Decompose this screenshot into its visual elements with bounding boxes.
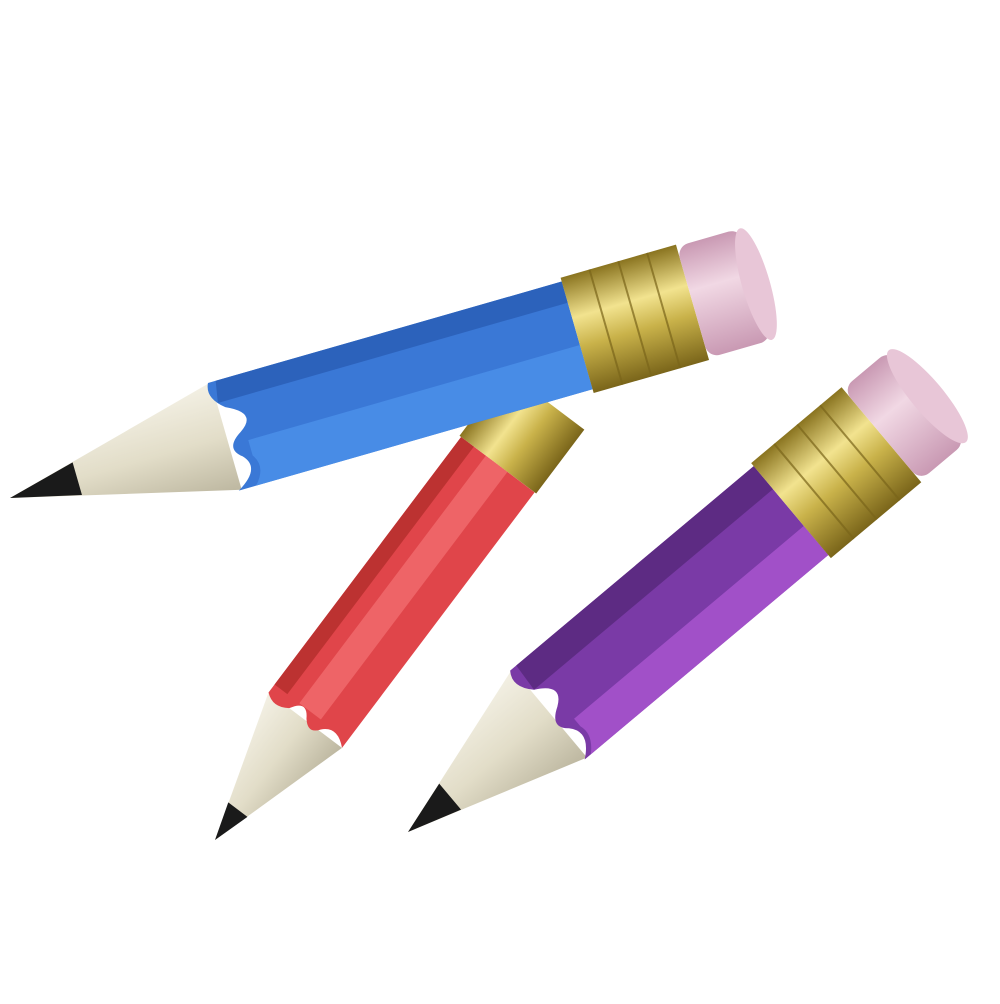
pencil-purple-eraser-top — [886, 349, 968, 444]
pencil-purple-body — [510, 466, 829, 760]
pencil-blue-body-shade — [215, 281, 568, 404]
pencil-purple — [408, 349, 968, 832]
pencil-purple-eraser — [847, 355, 962, 476]
pencil-blue — [10, 228, 777, 498]
pencil-blue-wood — [10, 382, 242, 498]
pencil-red-body-highlight — [299, 455, 508, 720]
pencil-blue-eraser-top — [735, 228, 777, 340]
pencil-blue-body-highlight — [248, 344, 593, 486]
pencil-purple-wood — [408, 668, 587, 832]
pencil-blue-ferrule-rings — [588, 252, 682, 386]
pencil-purple-body-highlight — [574, 525, 829, 755]
pencil-red-body-shade — [274, 436, 474, 695]
pencil-purple-ferrule-rings — [773, 404, 901, 540]
pencil-red-wood — [215, 692, 343, 840]
pencil-red-lead — [215, 802, 248, 840]
pencil-purple-lead — [408, 783, 462, 832]
pencil-blue-lead — [10, 462, 82, 498]
pencil-purple-body-shade — [516, 466, 774, 690]
